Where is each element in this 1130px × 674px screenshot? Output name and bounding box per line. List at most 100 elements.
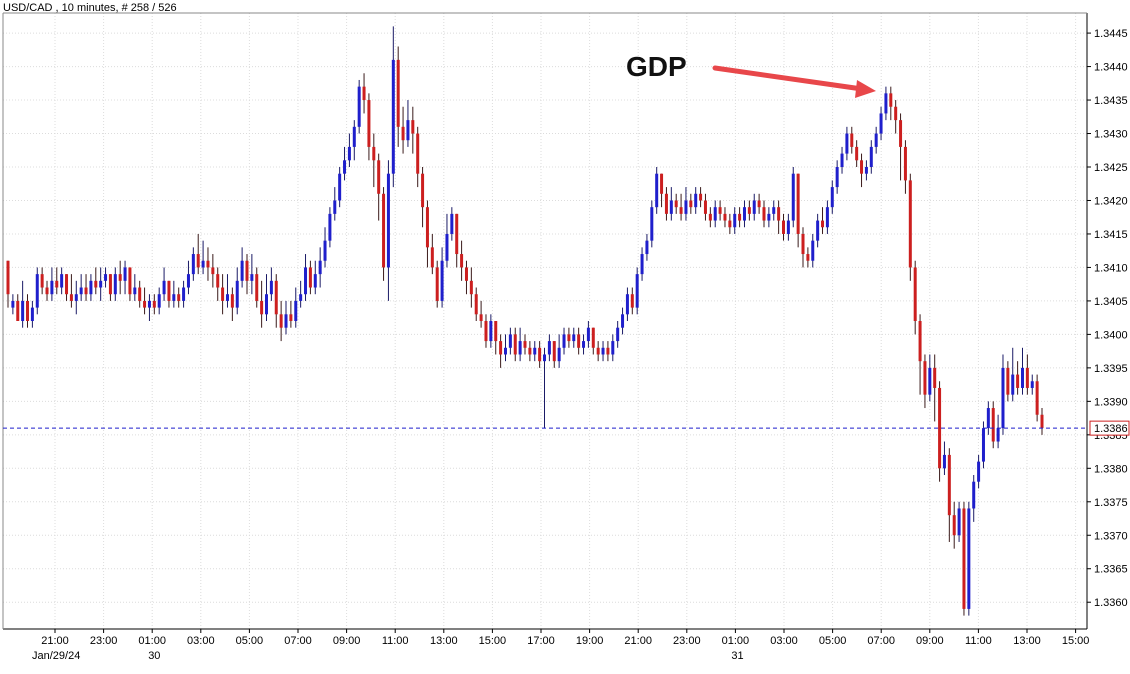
- candle-body: [499, 341, 503, 355]
- candle-body: [435, 267, 439, 301]
- candle-body: [240, 260, 244, 281]
- candle-body: [791, 173, 795, 221]
- candle-body: [796, 173, 800, 234]
- candle-body: [703, 200, 707, 214]
- candle-body: [625, 294, 629, 315]
- y-tick-label: 1.3360: [1094, 597, 1128, 609]
- candle-body: [742, 207, 746, 221]
- candle-body: [391, 59, 395, 174]
- y-tick-label: 1.3380: [1094, 463, 1128, 475]
- candle-body: [474, 294, 478, 315]
- candle-body: [664, 193, 668, 214]
- candle-body: [269, 280, 273, 295]
- y-tick-label: 1.3435: [1094, 95, 1128, 107]
- candle-body: [16, 300, 20, 321]
- y-tick-label: 1.3445: [1094, 28, 1128, 40]
- candle-body: [860, 160, 864, 174]
- candle-body: [503, 347, 507, 355]
- candle-body: [396, 59, 400, 127]
- candle-body: [182, 287, 186, 301]
- candle-body: [255, 274, 259, 301]
- candle-body: [508, 334, 512, 348]
- candle-body: [855, 146, 859, 161]
- candle-body: [777, 207, 781, 221]
- candle-body: [84, 287, 88, 295]
- candle-body: [762, 207, 766, 221]
- candle-body: [801, 233, 805, 255]
- candle-body: [318, 260, 322, 275]
- candle-body: [962, 508, 966, 609]
- y-tick-label: 1.3395: [1094, 363, 1128, 375]
- candle-body: [30, 307, 34, 321]
- candle-body: [357, 86, 361, 127]
- candle-body: [123, 267, 127, 281]
- candle-body: [343, 160, 347, 174]
- candle-body: [211, 267, 215, 275]
- x-tick-label: 21:00: [41, 635, 69, 647]
- candle-body: [684, 200, 688, 214]
- candle-body: [523, 341, 527, 348]
- candle-body: [552, 341, 556, 362]
- x-tick-label: 01:00: [722, 635, 750, 647]
- candle-body: [221, 287, 225, 301]
- candle-body: [747, 207, 751, 214]
- candle-body: [94, 280, 98, 288]
- candle-body: [377, 160, 381, 194]
- candle-body: [601, 347, 605, 355]
- x-tick-label: 01:00: [138, 635, 166, 647]
- candle-body: [401, 126, 405, 141]
- candle-body: [274, 280, 278, 315]
- candle-body: [235, 280, 239, 308]
- candle-body: [708, 213, 712, 221]
- candle-body: [1006, 367, 1010, 395]
- candle-body: [484, 321, 488, 342]
- x-tick-label: 19:00: [576, 635, 604, 647]
- candle-body: [538, 347, 542, 362]
- candle-body: [869, 146, 873, 167]
- candle-body: [957, 508, 961, 536]
- y-tick-label: 1.3430: [1094, 129, 1128, 141]
- candle-body: [918, 321, 922, 362]
- candle-body: [786, 220, 790, 234]
- candle-body: [816, 220, 820, 241]
- candle-body: [440, 260, 444, 301]
- candle-body: [757, 200, 761, 208]
- candle-body: [206, 260, 210, 268]
- candle-body: [328, 213, 332, 241]
- x-tick-label: 21:00: [624, 635, 652, 647]
- candle-body: [699, 193, 703, 201]
- candle-body: [372, 146, 376, 161]
- candle-body: [304, 267, 308, 295]
- date-label: Jan/29/24: [32, 650, 80, 662]
- candle-body: [45, 287, 49, 295]
- gdp-arrow-head: [855, 80, 876, 98]
- gdp-annotation: GDP: [626, 51, 876, 98]
- candle-body: [928, 367, 932, 395]
- candle-body: [152, 300, 156, 308]
- candle-body: [840, 153, 844, 167]
- candle-body: [430, 247, 434, 268]
- candle-body: [713, 207, 717, 221]
- candle-body: [830, 187, 834, 208]
- candle-body: [772, 207, 776, 214]
- candle-body: [650, 207, 654, 241]
- candle-body: [299, 294, 303, 301]
- candle-body: [313, 274, 317, 288]
- candle-body: [738, 213, 742, 221]
- x-tick-label: 07:00: [867, 635, 895, 647]
- candle-body: [69, 294, 73, 301]
- candle-body: [694, 193, 698, 208]
- current-price-box: [1089, 420, 1130, 436]
- candle-body: [469, 280, 473, 295]
- candle-body: [933, 367, 937, 388]
- candle-body: [40, 274, 44, 288]
- candle-body: [884, 93, 888, 114]
- x-tick-label: 09:00: [916, 635, 944, 647]
- candle-body: [967, 508, 971, 609]
- candle-body: [260, 300, 264, 315]
- x-tick-label: 15:00: [479, 635, 507, 647]
- candle-body: [143, 300, 147, 308]
- candle-body: [464, 267, 468, 281]
- candle-body: [972, 481, 976, 509]
